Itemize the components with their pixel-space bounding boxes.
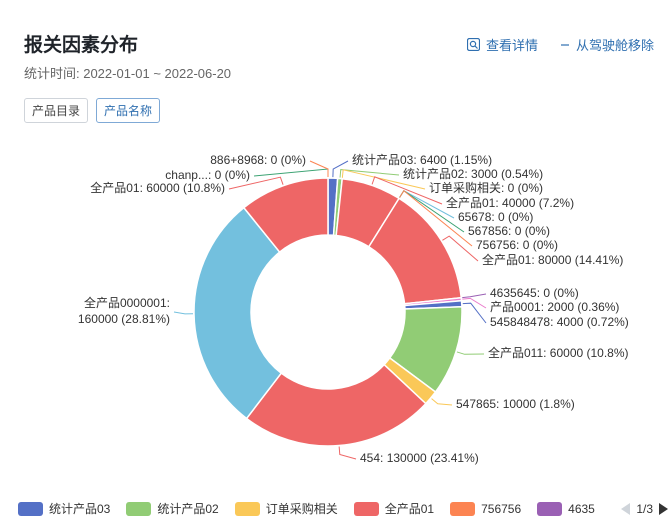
data-label: 全产品01: 60000 (10.8%) — [90, 180, 225, 195]
legend-label: 4635 — [568, 501, 595, 516]
donut-chart: 统计产品03: 6400 (1.15%)统计产品02: 3000 (0.54%)… — [78, 153, 629, 465]
leader-line — [371, 176, 443, 205]
data-label: 65678: 0 (0%) — [458, 210, 533, 224]
legend-label: 统计产品03 — [49, 502, 111, 516]
remove-from-cockpit-button[interactable]: 从驾驶舱移除 — [560, 35, 654, 54]
legend-swatch — [353, 501, 379, 516]
leader-line — [253, 168, 329, 177]
data-label: chanp...: 0 (0%) — [165, 168, 250, 182]
legend-swatch — [18, 501, 43, 516]
leader-line — [338, 446, 357, 460]
minus-icon — [560, 43, 569, 46]
data-label: 统计产品02: 3000 (0.54%) — [403, 167, 543, 181]
tab-product-catalog[interactable]: 产品目录 — [24, 98, 89, 123]
legend-swatch — [126, 501, 152, 516]
leader-line — [228, 176, 284, 190]
legend-item[interactable]: 4635 — [537, 501, 595, 516]
remove-label: 从驾驶舱移除 — [575, 38, 654, 53]
leader-line — [462, 293, 487, 299]
legend-swatch — [234, 501, 260, 516]
leader-line — [462, 302, 487, 324]
leader-line — [462, 297, 487, 309]
search-doc-icon — [466, 38, 480, 51]
data-label: 全产品011: 60000 (10.8%) — [488, 345, 629, 360]
legend-pager: 1/3 — [621, 502, 668, 516]
legend-item[interactable]: 统计产品02 — [126, 500, 219, 517]
legend-swatch — [537, 501, 563, 516]
legend-label: 订单采购相关 — [265, 502, 338, 516]
leader-line — [456, 351, 485, 355]
data-label: 454: 130000 (23.41%) — [360, 451, 479, 465]
chart-legend: 统计产品03 统计产品02 订单采购相关 全产品01 756756 4635 1… — [18, 500, 668, 517]
data-label: 产品0001: 2000 (0.36%) — [490, 300, 619, 314]
pie-slice — [193, 206, 283, 420]
tab-product-name[interactable]: 产品名称 — [96, 98, 161, 123]
leader-line — [341, 169, 426, 190]
legend-page-indicator: 1/3 — [636, 501, 653, 516]
data-label: 547865: 10000 (1.8%) — [456, 397, 575, 411]
leader-line — [173, 311, 194, 315]
legend-item[interactable]: 订单采购相关 — [234, 500, 338, 517]
legend-label: 统计产品02 — [157, 502, 219, 516]
data-label: 756756: 0 (0%) — [476, 238, 558, 252]
page-title: 报关因素分布 — [24, 35, 139, 56]
leader-line — [339, 169, 400, 178]
slice-group — [193, 177, 463, 447]
leader-line — [431, 398, 453, 406]
data-label: 886+8968: 0 (0%) — [210, 153, 306, 167]
data-label: 全产品0000001: 160000 (28.81%) — [78, 295, 170, 326]
data-label: 订单采购相关: 0 (0%) — [429, 180, 543, 195]
label-group: 统计产品03: 6400 (1.15%)统计产品02: 3000 (0.54%)… — [78, 153, 629, 465]
legend-swatch — [450, 501, 476, 516]
pie-slice — [242, 177, 329, 254]
legend-label: 全产品01 — [384, 502, 435, 516]
leader-line — [332, 160, 349, 178]
date-range: 统计时间: 2022-01-01 ~ 2022-06-20 — [24, 66, 232, 81]
leader-line — [309, 160, 329, 177]
legend-item[interactable]: 756756 — [450, 501, 522, 516]
data-label: 4635645: 0 (0%) — [490, 286, 579, 300]
data-label: 全产品01: 80000 (14.41%) — [482, 252, 623, 267]
data-label: 545848478: 4000 (0.72%) — [490, 315, 629, 329]
prev-page-icon[interactable] — [621, 502, 631, 515]
next-page-icon[interactable] — [659, 502, 668, 515]
data-label: 统计产品03: 6400 (1.15%) — [352, 153, 492, 167]
leader-line — [442, 235, 479, 262]
legend-item[interactable]: 全产品01 — [353, 500, 435, 517]
legend-item[interactable]: 统计产品03 — [18, 500, 110, 517]
leader-line — [399, 190, 473, 247]
data-label: 全产品01: 40000 (7.2%) — [446, 195, 574, 210]
pie-slice — [245, 363, 427, 447]
data-label: 567856: 0 (0%) — [468, 224, 550, 238]
view-details-label: 查看详情 — [485, 38, 538, 53]
legend-label: 756756 — [481, 501, 522, 516]
view-details-button[interactable]: 查看详情 — [466, 35, 538, 54]
